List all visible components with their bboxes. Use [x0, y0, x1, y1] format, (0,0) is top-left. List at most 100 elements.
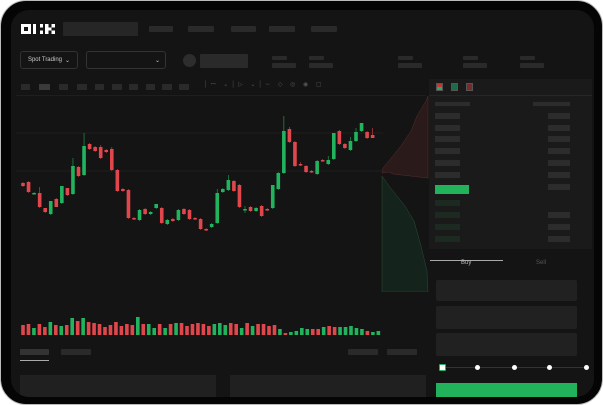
volume-bar: [300, 328, 304, 335]
volume-bar: [185, 326, 189, 335]
interval-button[interactable]: [146, 84, 155, 90]
price-input[interactable]: [436, 280, 577, 301]
candle-body: [137, 210, 142, 220]
orderbook-view-bids-icon[interactable]: [451, 83, 458, 91]
search-box[interactable]: [63, 22, 138, 36]
volume-bar: [261, 324, 266, 335]
depth-chart: [381, 96, 429, 292]
volume-bar: [305, 329, 310, 335]
volume-bar: [103, 327, 107, 335]
interval-button[interactable]: [179, 84, 189, 90]
candle-body: [98, 147, 103, 158]
interval-button[interactable]: [129, 84, 138, 90]
volume-bar: [37, 324, 42, 335]
volume-bar: [81, 318, 85, 335]
candle-body: [293, 142, 297, 166]
orders-tab-underline: [20, 360, 49, 361]
buy-tab[interactable]: Buy: [461, 260, 472, 266]
candle-body: [287, 129, 292, 142]
nav-item[interactable]: [269, 26, 295, 32]
candlestick-chart[interactable]: [11, 96, 383, 336]
candle-body: [226, 180, 231, 190]
ask-price: [435, 172, 460, 178]
nav-item[interactable]: [149, 26, 173, 32]
nav-item[interactable]: [188, 26, 214, 32]
orderbook-view-both-icon[interactable]: [436, 83, 443, 91]
volume-bar: [316, 329, 321, 335]
pair-name: [200, 54, 248, 68]
amount-slider[interactable]: [439, 364, 589, 372]
candle-body: [48, 201, 53, 214]
volume-bar: [64, 325, 69, 335]
candle-body: [304, 166, 308, 172]
candle-body: [221, 189, 225, 192]
candle-body: [370, 135, 375, 138]
slider-handle[interactable]: [439, 364, 446, 371]
ask-amount: [548, 125, 570, 131]
amount-input[interactable]: [436, 306, 577, 329]
volume-bar: [201, 324, 206, 335]
total-input[interactable]: [436, 333, 577, 356]
interval-button[interactable]: [21, 84, 30, 90]
volume-bar: [146, 324, 151, 335]
spot-trading-dropdown[interactable]: Spot Trading ⌄: [20, 51, 78, 69]
ask-price: [435, 113, 460, 119]
history-tab[interactable]: [61, 349, 91, 355]
candle-body: [143, 209, 147, 214]
drawing-tools-icon[interactable]: │ꟷ ⌄│▷ ⌄│∼ ◇ ◎ ◉ ▢: [204, 82, 325, 88]
volume-bar: [354, 328, 359, 335]
chevron-down-icon: ⌄: [65, 57, 71, 64]
candle-body: [276, 173, 281, 189]
volume-bar: [136, 317, 140, 335]
buy-submit-button[interactable]: [436, 383, 577, 397]
interval-button[interactable]: [77, 84, 87, 90]
filter-button[interactable]: [387, 349, 417, 355]
candle-body: [104, 150, 109, 152]
interval-button[interactable]: [59, 84, 68, 90]
candle-body: [93, 147, 97, 151]
filter-button[interactable]: [348, 349, 378, 355]
candle-body: [204, 229, 208, 231]
volume-bar: [218, 323, 222, 335]
candle-body: [337, 131, 342, 144]
volume-bar: [190, 324, 195, 335]
interval-button[interactable]: [112, 84, 122, 90]
nav-item[interactable]: [231, 26, 256, 32]
chevron-down-icon: ⌄: [154, 57, 160, 64]
candle-body: [187, 210, 192, 219]
orderbook-view-asks-icon[interactable]: [466, 83, 473, 91]
candle-body: [282, 131, 286, 173]
volume-bar: [168, 324, 173, 335]
nav-item[interactable]: [311, 26, 337, 32]
volume-bar: [272, 325, 277, 335]
volume-bar: [157, 324, 162, 335]
orders-tab[interactable]: [20, 349, 49, 355]
volume-bar: [343, 327, 348, 335]
candle-body: [365, 132, 369, 138]
bid-amount: [548, 236, 570, 242]
spot-trading-label: Spot Trading: [27, 57, 62, 63]
candle-body: [121, 189, 125, 191]
volume-bar: [26, 324, 31, 335]
volume-bar: [32, 328, 36, 335]
volume-bar: [59, 326, 64, 335]
candle-body: [298, 164, 303, 166]
volume-bar: [360, 329, 364, 335]
interval-button[interactable]: [39, 84, 50, 90]
orders-panel-left: [20, 375, 216, 397]
candle-body: [26, 182, 31, 192]
bid-price: [435, 212, 460, 218]
candle-body: [182, 209, 186, 214]
candle-body: [32, 193, 36, 195]
coin-icon: [183, 54, 196, 67]
volume-bar: [119, 326, 124, 335]
okx-logo: [21, 24, 55, 34]
interval-button[interactable]: [95, 84, 104, 90]
sell-tab[interactable]: Sell: [536, 260, 547, 266]
candle-body: [132, 218, 136, 220]
ask-price: [435, 148, 460, 154]
candle-body: [148, 212, 153, 214]
interval-button[interactable]: [162, 84, 172, 90]
pair-dropdown[interactable]: ⌄: [86, 51, 166, 69]
ask-amount: [548, 113, 570, 119]
